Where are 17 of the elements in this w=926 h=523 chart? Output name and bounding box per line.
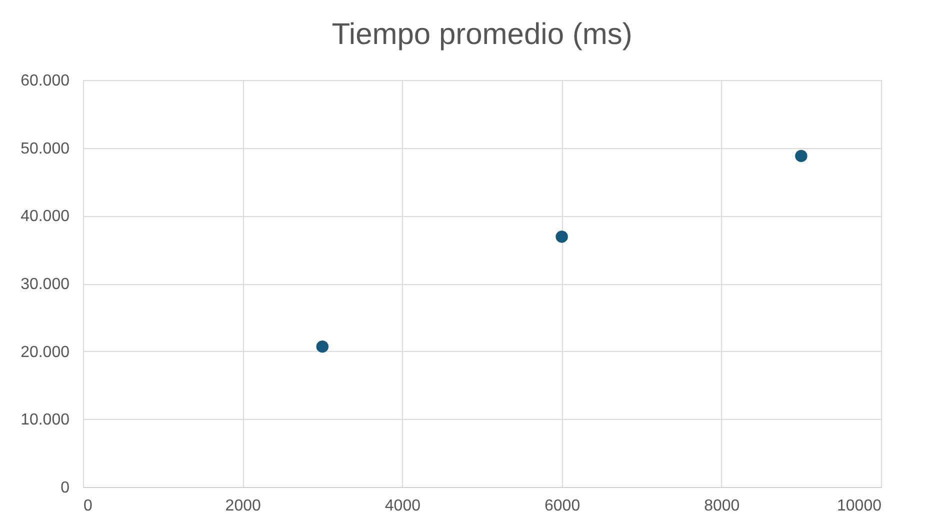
y-tick-label: 20.000 <box>20 344 70 361</box>
chart-title: Tiempo promedio (ms) <box>332 18 632 51</box>
x-tick-label: 8000 <box>704 498 740 514</box>
point <box>316 340 329 353</box>
y-tick-label: 60.000 <box>20 72 70 90</box>
x-tick-label: 0 <box>84 498 92 514</box>
point <box>556 230 568 243</box>
y-tick-label: 50.000 <box>20 140 70 158</box>
x-tick-label: 6000 <box>544 498 580 514</box>
y-tick-label: 40.000 <box>20 208 70 226</box>
x-tick-label: 4000 <box>384 498 421 514</box>
x-tick-label: 2000 <box>225 498 261 514</box>
y-tick-label: 0 <box>60 480 70 496</box>
y-tick-label: 30.000 <box>20 276 70 293</box>
x-tick-label: 10000 <box>837 498 882 514</box>
point <box>795 150 808 162</box>
y-tick-label: 10.000 <box>20 412 70 429</box>
